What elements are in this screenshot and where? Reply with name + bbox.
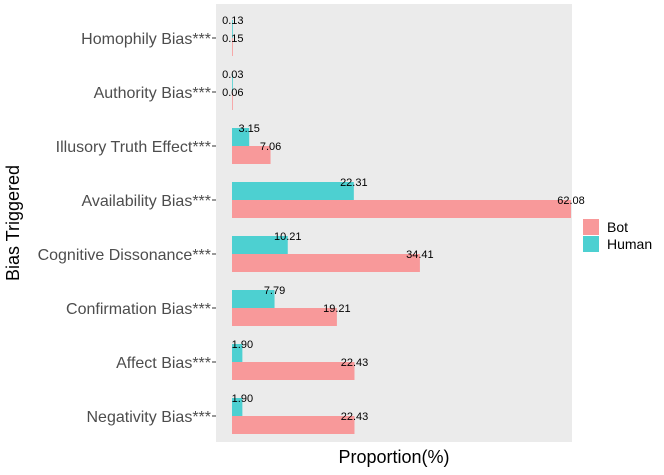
category-label-5: Cognitive Dissonance*** [38, 247, 211, 264]
value-labels-group: 0.13 0.15 0.03 0.06 3.157.06 22.31 62.08 10.21 3… [222, 15, 585, 423]
bar-human-1 [232, 20, 233, 38]
value-label-bot-7: 22.43 [341, 357, 369, 369]
value-label-bot-5: 34.41 [406, 249, 434, 261]
bar-human-4 [232, 182, 354, 200]
y-ticks-group [212, 37, 216, 417]
value-label-bot-3: 7.06 [260, 141, 281, 153]
legend-label-bot: Bot [607, 219, 628, 235]
bar-bot-2 [232, 92, 233, 110]
category-label-7: Affect Bias*** [116, 355, 211, 372]
value-label-bot-8: 22.43 [341, 411, 369, 423]
bar-bot-7 [232, 362, 355, 380]
category-labels-group: Homophily Bias*** Authority Bias*** Illuso… [38, 31, 211, 426]
category-label-8: Negativity Bias*** [87, 409, 212, 426]
y-axis-title: Bias Triggered [3, 165, 23, 281]
bar-bot-4 [232, 200, 571, 218]
value-label-human-5: 10.21 [274, 231, 302, 243]
value-label-bot-6: 19.21 [323, 303, 351, 315]
bars-group [232, 20, 571, 434]
legend-swatch-bot [583, 219, 599, 235]
legend-label-human: Human [607, 236, 652, 252]
bar-bot-3 [232, 146, 271, 164]
bar-human-2 [232, 74, 233, 92]
value-label-human-1: 0.13 [222, 15, 243, 27]
bar-bot-6 [232, 308, 337, 326]
category-label-3: Illusory Truth Effect*** [56, 139, 211, 156]
value-label-bot-2: 0.06 [222, 87, 243, 99]
bar-human-7 [232, 344, 243, 362]
value-label-human-3: 3.15 [238, 123, 259, 135]
bar-human-8 [232, 398, 243, 416]
category-label-4: Availability Bias*** [81, 193, 211, 210]
legend-swatch-human [583, 236, 599, 252]
bar-human-5 [232, 236, 288, 254]
value-label-bot-1: 0.15 [222, 33, 243, 45]
category-label-2: Authority Bias*** [94, 85, 211, 102]
bar-human-6 [232, 290, 275, 308]
bar-bot-1 [232, 38, 233, 56]
value-label-human-4: 22.31 [340, 177, 368, 189]
bar-bot-8 [232, 416, 355, 434]
bar-bot-5 [232, 254, 420, 272]
value-label-human-8: 1.90 [232, 393, 253, 405]
value-label-human-2: 0.03 [222, 69, 243, 81]
category-label-1: Homophily Bias*** [81, 31, 211, 48]
category-label-6: Confirmation Bias*** [66, 301, 211, 318]
value-label-human-7: 1.90 [232, 339, 253, 351]
bar-human-3 [232, 128, 250, 146]
value-label-human-6: 7.79 [264, 285, 285, 297]
value-label-bot-4: 62.08 [557, 195, 585, 207]
x-axis-title: Proportion(%) [338, 447, 449, 467]
